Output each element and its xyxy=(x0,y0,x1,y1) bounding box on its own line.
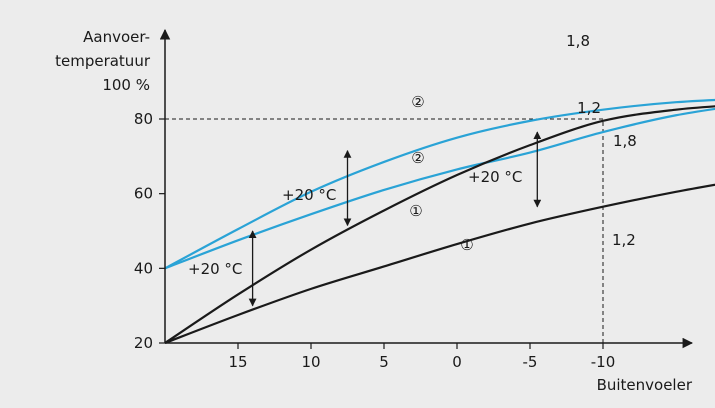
x-tick-label: 0 xyxy=(452,353,462,371)
series-end-label: 1,2 xyxy=(577,99,601,117)
x-tick-label: 5 xyxy=(379,353,389,371)
series-marker: ② xyxy=(411,93,424,111)
series-end-label: 1,8 xyxy=(613,132,637,150)
y-axis-label-line-3: 100 % xyxy=(102,76,150,94)
x-tick-label: 10 xyxy=(301,353,320,371)
x-tick-label: -10 xyxy=(591,353,616,371)
series-line-4 xyxy=(164,183,715,345)
series-marker: ① xyxy=(409,202,422,220)
series-marker: ② xyxy=(411,149,424,167)
delta-label: +20 °C xyxy=(188,260,242,278)
y-axis-label-line-2: temperatuur xyxy=(55,52,151,70)
y-tick-label: 60 xyxy=(134,185,153,203)
series-line-2 xyxy=(164,107,715,270)
y-tick-label: 40 xyxy=(134,259,153,277)
x-tick-label: 15 xyxy=(228,353,247,371)
x-tick-label: -5 xyxy=(523,353,538,371)
y-tick-label: 20 xyxy=(134,334,153,352)
delta-label: +20 °C xyxy=(468,168,522,186)
y-tick-label: 80 xyxy=(134,110,153,128)
x-axis-label: Buitenvoeler xyxy=(597,376,693,394)
series-end-label: 1,8 xyxy=(566,32,590,50)
series-marker: ① xyxy=(460,236,473,254)
delta-label: +20 °C xyxy=(282,186,336,204)
series-line-1 xyxy=(164,98,715,270)
y-axis-label-line-1: Aanvoer- xyxy=(83,28,150,46)
series-end-label: 1,2 xyxy=(612,231,636,249)
